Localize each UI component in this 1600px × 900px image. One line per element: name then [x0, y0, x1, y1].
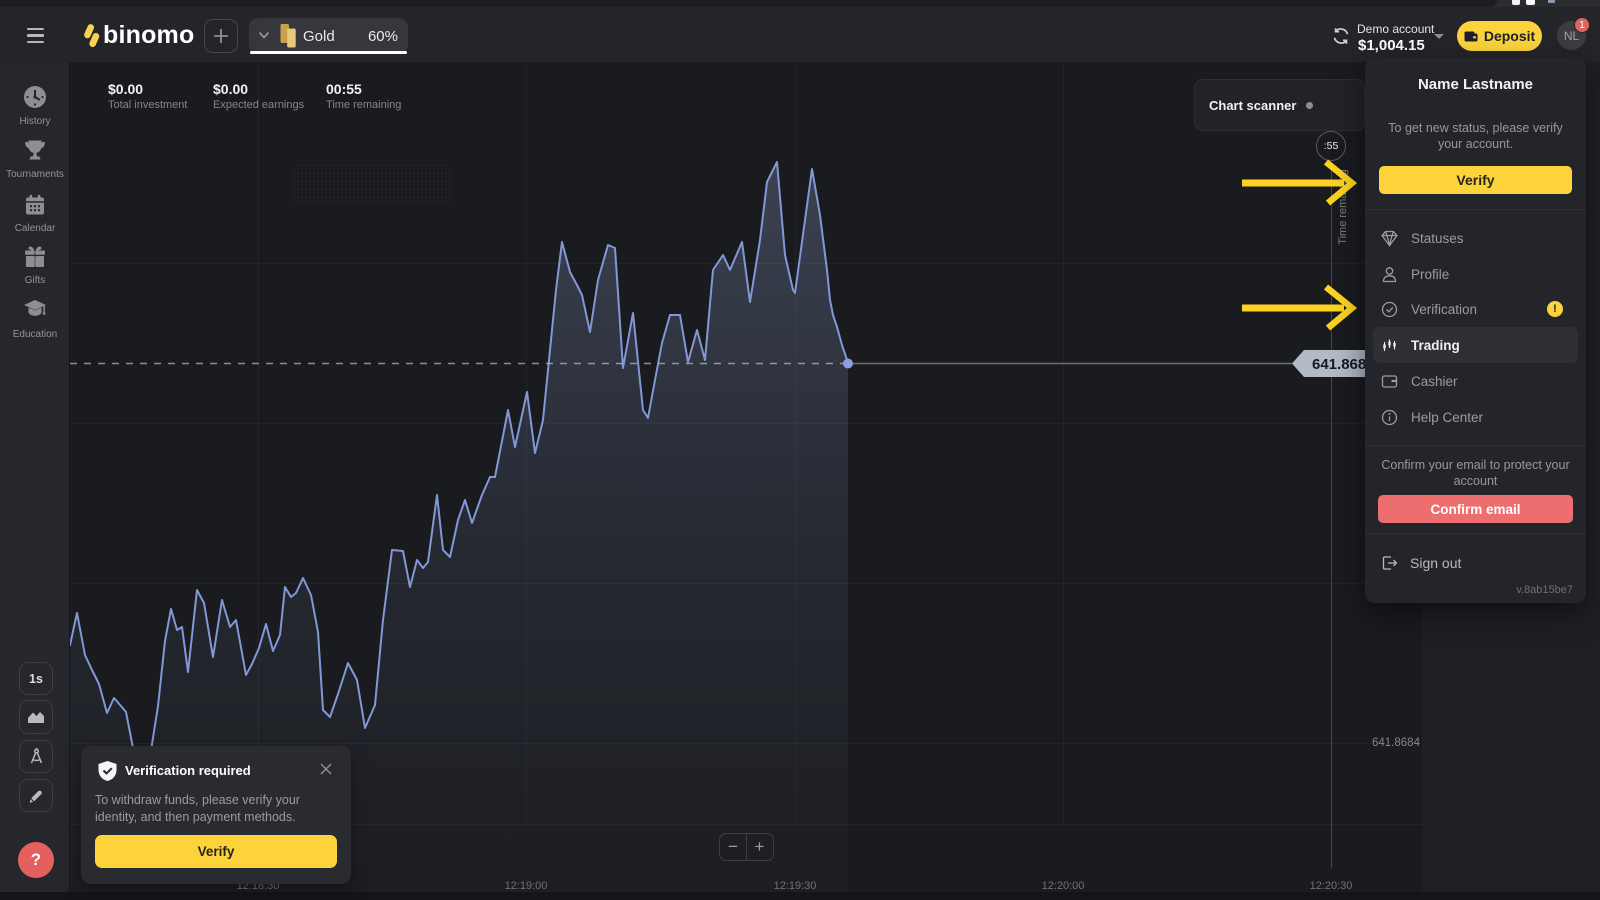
svg-text:641.868: 641.868 [1312, 356, 1366, 373]
